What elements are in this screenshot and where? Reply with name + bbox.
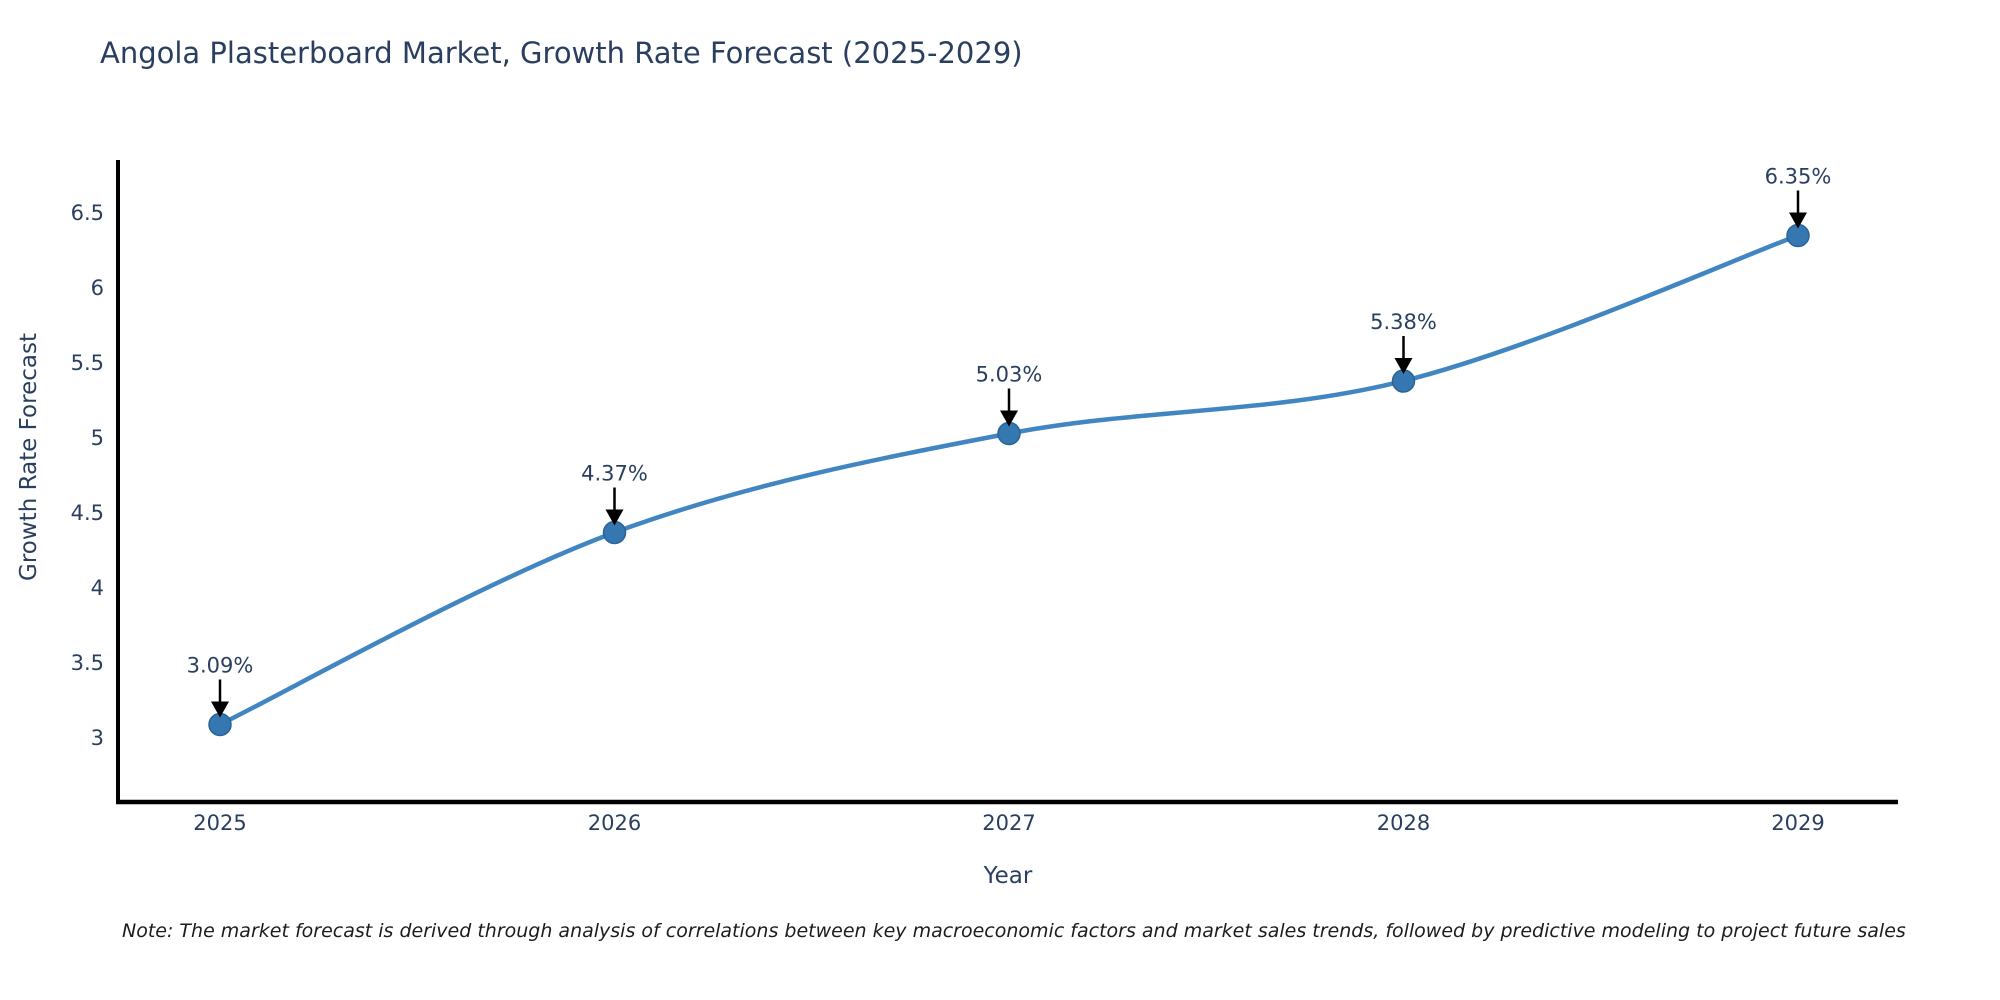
y-tick-label: 3 xyxy=(91,726,104,750)
x-tick-label: 2027 xyxy=(982,811,1035,835)
footnote: Note: The market forecast is derived thr… xyxy=(122,920,1906,942)
x-tick-label: 2028 xyxy=(1377,811,1430,835)
y-tick-label: 4 xyxy=(91,576,104,600)
y-tick-label: 6 xyxy=(91,276,104,300)
x-tick-label: 2025 xyxy=(193,811,246,835)
annotation-arrow-head xyxy=(211,701,229,718)
x-axis-title: Year xyxy=(983,863,1033,889)
y-tick-label: 6.5 xyxy=(71,201,104,225)
chart-title: Angola Plasterboard Market, Growth Rate … xyxy=(100,36,1023,70)
annotation-arrow-head xyxy=(1394,358,1413,374)
x-tick-label: 2029 xyxy=(1771,811,1824,835)
y-tick-label: 3.5 xyxy=(71,651,104,675)
annotation-label: 5.03% xyxy=(976,363,1043,387)
annotation-label: 3.09% xyxy=(187,654,254,678)
annotation-label: 6.35% xyxy=(1765,165,1832,189)
x-tick-label: 2026 xyxy=(588,811,641,835)
trend-line xyxy=(217,233,1801,727)
annotation-label: 5.38% xyxy=(1370,310,1437,334)
y-axis-title: Growth Rate Forecast xyxy=(16,333,42,581)
annotation-arrow-head xyxy=(1789,212,1807,229)
annotation-arrow-head xyxy=(1000,410,1018,427)
annotation-label: 4.37% xyxy=(581,462,648,486)
y-tick-label: 5 xyxy=(91,426,104,450)
annotation-arrow-head xyxy=(605,509,624,526)
y-tick-label: 5.5 xyxy=(71,351,104,375)
y-tick-label: 4.5 xyxy=(71,501,104,525)
